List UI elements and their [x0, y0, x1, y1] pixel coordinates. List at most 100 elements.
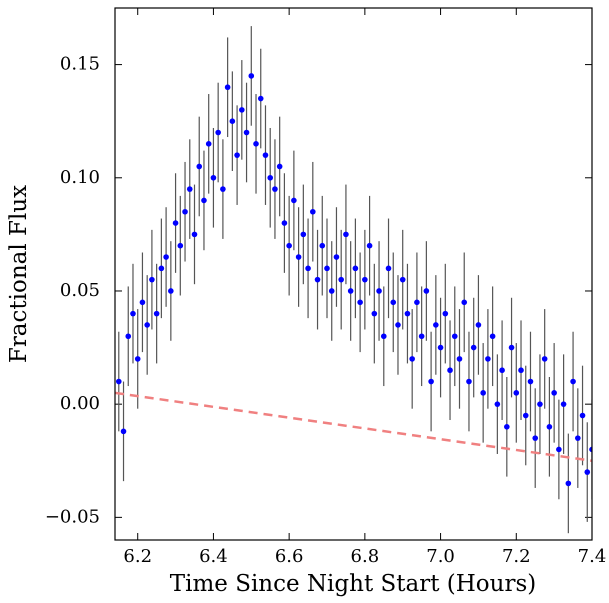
- data-point: [376, 288, 382, 294]
- y-tick-label: 0.00: [60, 393, 100, 414]
- x-tick-label: 6.8: [351, 546, 380, 567]
- plot-area: [115, 26, 592, 534]
- data-point: [239, 107, 245, 113]
- plot-frame: [114, 7, 593, 541]
- trend-line: [115, 391, 592, 463]
- data-point: [229, 118, 236, 124]
- data-point: [300, 231, 307, 238]
- data-point: [537, 401, 543, 407]
- data-point: [205, 141, 212, 147]
- data-point: [158, 265, 165, 272]
- data-point: [456, 356, 463, 362]
- data-point: [447, 367, 453, 374]
- data-point: [305, 265, 311, 272]
- data-point: [314, 276, 321, 283]
- y-tick-label: −0.05: [45, 506, 100, 527]
- data-point: [201, 197, 207, 204]
- data-point: [333, 254, 340, 260]
- data-point: [343, 231, 349, 238]
- data-point: [144, 322, 150, 328]
- data-point: [125, 333, 132, 340]
- data-point: [291, 197, 297, 204]
- data-point: [395, 322, 401, 328]
- data-point: [522, 412, 529, 419]
- data-point: [560, 401, 567, 407]
- data-point: [134, 356, 141, 362]
- x-axis-label: Time Since Night Start (Hours): [170, 571, 536, 597]
- data-point: [267, 174, 274, 181]
- data-point: [276, 163, 283, 170]
- data-point: [262, 152, 269, 158]
- data-point: [565, 480, 572, 487]
- data-point: [324, 265, 330, 272]
- data-point: [508, 344, 515, 351]
- data-point: [579, 412, 586, 419]
- data-point: [215, 129, 221, 136]
- data-point: [149, 276, 155, 283]
- data-point: [257, 95, 264, 102]
- data-point: [371, 310, 378, 317]
- data-point: [494, 401, 501, 407]
- data-point: [182, 208, 188, 215]
- data-point: [475, 322, 482, 328]
- data-point: [385, 265, 392, 272]
- data-point: [546, 424, 553, 430]
- data-point: [570, 378, 576, 385]
- data-point: [338, 276, 344, 283]
- data-point: [442, 310, 449, 317]
- data-point: [196, 163, 203, 170]
- data-point: [418, 333, 425, 340]
- data-point: [575, 435, 581, 441]
- data-point: [186, 186, 193, 192]
- data-point: [461, 299, 468, 306]
- x-tick-label: 7.2: [502, 546, 531, 567]
- data-point: [310, 208, 316, 215]
- data-point: [115, 378, 122, 385]
- data-point: [556, 446, 562, 453]
- data-point: [234, 152, 240, 158]
- data-point: [295, 254, 302, 260]
- data-point: [286, 242, 292, 249]
- data-point: [451, 333, 458, 340]
- data-point: [352, 265, 359, 272]
- data-point: [210, 174, 217, 181]
- x-tick-label: 6.6: [275, 546, 304, 567]
- data-point: [409, 356, 415, 362]
- data-point: [139, 299, 146, 306]
- x-tick-label: 6.2: [123, 546, 152, 567]
- data-point: [168, 288, 174, 294]
- data-point: [584, 469, 591, 475]
- data-point: [414, 299, 420, 306]
- data-point: [551, 390, 557, 396]
- data-point: [130, 310, 136, 317]
- data-point: [480, 390, 486, 396]
- data-point: [404, 310, 411, 317]
- data-point: [248, 73, 255, 79]
- data-point: [428, 378, 434, 385]
- data-point: [172, 220, 179, 226]
- y-tick-label: 0.15: [60, 54, 100, 75]
- data-point: [220, 186, 226, 192]
- data-point: [541, 356, 548, 362]
- data-point: [163, 254, 169, 260]
- data-point: [518, 367, 524, 374]
- data-point: [437, 344, 444, 351]
- data-point: [153, 310, 160, 317]
- data-point: [504, 424, 510, 430]
- data-point: [527, 378, 534, 385]
- x-tick-label: 6.4: [199, 546, 228, 567]
- data-point: [390, 299, 397, 306]
- data-point: [328, 288, 335, 294]
- data-point: [485, 356, 491, 362]
- data-point: [253, 141, 259, 147]
- data-point: [243, 129, 250, 136]
- data-point: [357, 299, 363, 306]
- data-point: [319, 242, 326, 249]
- data-point: [362, 276, 368, 283]
- data-point: [423, 288, 430, 294]
- y-axis-label: Fractional Flux: [6, 185, 32, 363]
- data-point: [281, 220, 288, 226]
- data-point: [532, 435, 539, 441]
